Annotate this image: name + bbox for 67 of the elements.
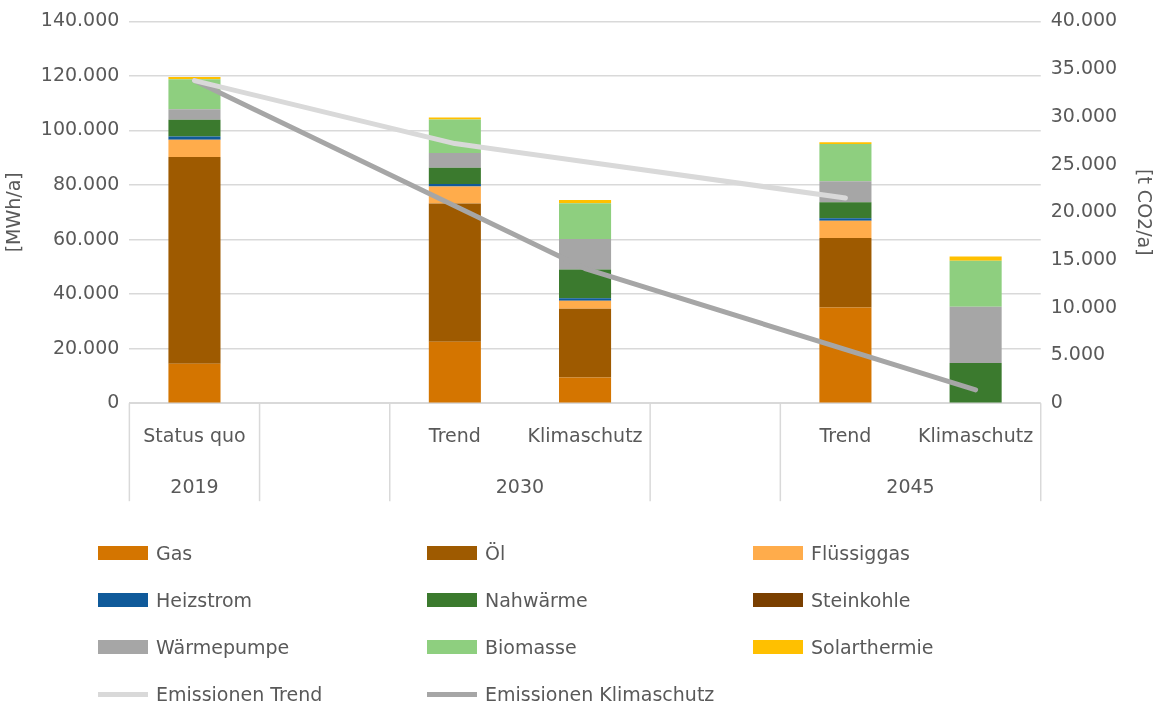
bar (428, 153, 481, 168)
bar (559, 203, 612, 240)
bar (428, 203, 481, 342)
bar (168, 136, 221, 140)
legend-label: Emissionen Trend (156, 683, 323, 705)
legend-label: Öl (485, 542, 506, 564)
legend-label: Nahwärme (485, 589, 588, 611)
bar (559, 269, 612, 299)
y2-tick-label: 0 (1050, 390, 1063, 413)
bar (559, 308, 612, 378)
y-tick-label: 80.000 (52, 171, 120, 194)
text: 2019 (170, 475, 219, 498)
x-tick-label: Klimaschutz (527, 423, 643, 446)
bar (168, 109, 221, 120)
bar (949, 260, 1002, 307)
bar (559, 377, 612, 403)
bar (559, 200, 612, 204)
bar (819, 220, 872, 238)
legend-label: Emissionen Klimaschutz (485, 683, 715, 705)
y2-axis-title: [t CO2/a] (1133, 168, 1156, 256)
legend-label: Biomasse (485, 636, 577, 658)
bar (949, 256, 1002, 261)
legend-label: Solarthermie (811, 636, 934, 658)
bar (559, 300, 612, 309)
text: 2030 (495, 475, 545, 498)
bar (819, 202, 872, 219)
x-tick-label: Klimaschutz (918, 423, 1034, 446)
bar (949, 363, 1002, 403)
bar (819, 237, 872, 308)
y-axis-title: [MWh/a] (2, 172, 25, 253)
bar (428, 341, 481, 403)
y2-tick-label: 5.000 (1050, 342, 1106, 365)
y2-tick-label: 40.000 (1050, 8, 1118, 31)
y-tick-label: 0 (107, 390, 120, 413)
x-tick-label: Trend (427, 423, 481, 446)
y2-tick-label: 20.000 (1050, 199, 1118, 222)
y-tick-label: 60.000 (52, 226, 120, 249)
legend-label: Gas (156, 542, 193, 564)
bar (428, 167, 481, 184)
y2-tick-label: 30.000 (1050, 103, 1118, 126)
y-tick-label: 100.000 (40, 117, 120, 140)
bar (819, 307, 872, 403)
y-tick-label: 140.000 (40, 8, 120, 31)
y-tick-label: 40.000 (52, 281, 120, 304)
bar (559, 298, 612, 301)
y2-tick-label: 25.000 (1050, 151, 1118, 174)
bar (168, 156, 221, 364)
legend-label: Wärmepumpe (156, 636, 290, 658)
y2-tick-label: 15.000 (1050, 246, 1118, 269)
text: 2045 (886, 475, 935, 498)
bar (559, 239, 612, 270)
x-tick-label: Trend (818, 423, 872, 446)
y2-tick-label: 35.000 (1050, 56, 1118, 79)
x-tick-label: Status quo (143, 423, 246, 446)
y2-tick-label: 10.000 (1050, 294, 1118, 317)
bar (428, 117, 481, 120)
y-tick-label: 120.000 (40, 62, 120, 85)
bar (819, 218, 872, 221)
y-tick-label: 20.000 (52, 335, 120, 358)
legend-label: Heizstrom (156, 589, 253, 611)
bar (168, 119, 221, 137)
bar (168, 363, 221, 403)
legend-label: Flüssiggas (811, 542, 910, 564)
bar (168, 139, 221, 157)
bar (949, 306, 1002, 364)
bar (819, 144, 872, 182)
legend-label: Steinkohle (811, 589, 911, 611)
